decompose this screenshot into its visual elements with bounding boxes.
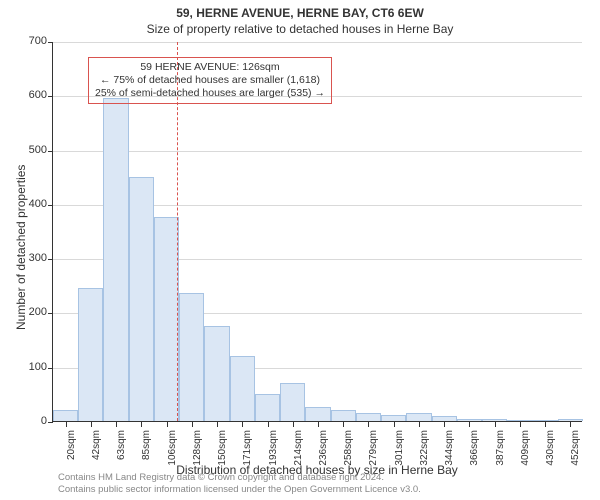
footer-line-2: Contains public sector information licen… bbox=[58, 484, 421, 496]
chart-title: 59, HERNE AVENUE, HERNE BAY, CT6 6EW bbox=[0, 6, 600, 20]
axes: 010020030040050060070020sqm42sqm63sqm85s… bbox=[52, 42, 582, 422]
histogram-bar bbox=[406, 413, 431, 421]
histogram-bar bbox=[255, 394, 280, 421]
annotation-line: ← 75% of detached houses are smaller (1,… bbox=[95, 74, 325, 87]
grid-line bbox=[53, 151, 582, 152]
x-tick-mark bbox=[268, 422, 269, 427]
x-tick-mark bbox=[242, 422, 243, 427]
y-tick-mark bbox=[48, 42, 53, 43]
histogram-bar bbox=[129, 177, 154, 421]
x-tick-mark bbox=[217, 422, 218, 427]
histogram-bar bbox=[154, 217, 179, 421]
y-tick-label: 0 bbox=[15, 415, 47, 427]
histogram-bar bbox=[558, 419, 583, 421]
histogram-bar bbox=[533, 420, 558, 421]
annotation-line: 59 HERNE AVENUE: 126sqm bbox=[95, 61, 325, 74]
y-tick-label: 500 bbox=[15, 144, 47, 156]
x-tick-mark bbox=[545, 422, 546, 427]
y-tick-label: 100 bbox=[15, 361, 47, 373]
y-tick-mark bbox=[48, 96, 53, 97]
histogram-bar bbox=[432, 416, 457, 421]
plot-area: 010020030040050060070020sqm42sqm63sqm85s… bbox=[52, 42, 582, 422]
y-tick-mark bbox=[48, 313, 53, 314]
x-tick-mark bbox=[343, 422, 344, 427]
histogram-bar bbox=[53, 410, 78, 421]
x-tick-mark bbox=[66, 422, 67, 427]
x-tick-mark bbox=[141, 422, 142, 427]
x-tick-mark bbox=[116, 422, 117, 427]
x-tick-mark bbox=[469, 422, 470, 427]
histogram-bar bbox=[381, 415, 406, 422]
y-tick-label: 600 bbox=[15, 89, 47, 101]
y-tick-mark bbox=[48, 151, 53, 152]
histogram-bar bbox=[204, 326, 229, 421]
footer-line-1: Contains HM Land Registry data © Crown c… bbox=[58, 472, 421, 484]
annotation-line: 25% of semi-detached houses are larger (… bbox=[95, 87, 325, 100]
histogram-bar bbox=[331, 410, 356, 421]
histogram-bar bbox=[78, 288, 103, 421]
x-tick-mark bbox=[495, 422, 496, 427]
grid-line bbox=[53, 42, 582, 43]
x-tick-mark bbox=[167, 422, 168, 427]
histogram-bar bbox=[482, 419, 507, 421]
y-tick-mark bbox=[48, 422, 53, 423]
x-tick-mark bbox=[444, 422, 445, 427]
histogram-bar bbox=[103, 98, 128, 421]
histogram-bar bbox=[356, 413, 381, 421]
histogram-bar bbox=[507, 420, 532, 421]
histogram-bar bbox=[179, 293, 204, 421]
x-tick-mark bbox=[520, 422, 521, 427]
x-tick-mark bbox=[318, 422, 319, 427]
x-tick-mark bbox=[394, 422, 395, 427]
chart-subtitle: Size of property relative to detached ho… bbox=[0, 22, 600, 36]
chart-container: 59, HERNE AVENUE, HERNE BAY, CT6 6EW Siz… bbox=[0, 0, 600, 500]
histogram-bar bbox=[305, 407, 330, 421]
histogram-bar bbox=[230, 356, 255, 421]
y-tick-mark bbox=[48, 259, 53, 260]
histogram-bar bbox=[280, 383, 305, 421]
y-tick-mark bbox=[48, 368, 53, 369]
histogram-bar bbox=[457, 419, 482, 421]
x-tick-mark bbox=[192, 422, 193, 427]
x-tick-mark bbox=[570, 422, 571, 427]
y-tick-mark bbox=[48, 205, 53, 206]
x-tick-mark bbox=[91, 422, 92, 427]
y-axis-label: Number of detached properties bbox=[14, 165, 28, 330]
annotation-box: 59 HERNE AVENUE: 126sqm← 75% of detached… bbox=[88, 57, 332, 104]
x-tick-mark bbox=[419, 422, 420, 427]
footer-credits: Contains HM Land Registry data © Crown c… bbox=[58, 472, 421, 496]
x-tick-mark bbox=[293, 422, 294, 427]
y-tick-label: 700 bbox=[15, 35, 47, 47]
x-tick-mark bbox=[368, 422, 369, 427]
